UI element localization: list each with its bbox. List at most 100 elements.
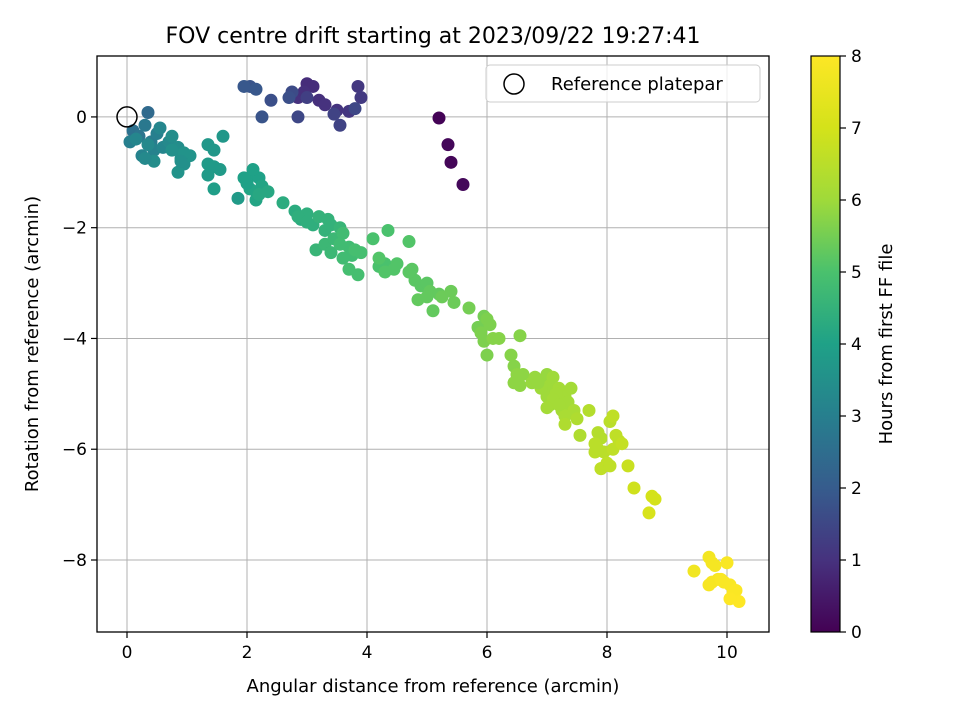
scatter-point: [462, 301, 476, 315]
scatter-point: [447, 295, 461, 309]
scatter-point: [570, 412, 584, 426]
scatter-point: [252, 187, 266, 201]
x-axis-ticks: 0 2 4 6 8 10: [122, 632, 738, 663]
scatter-point: [552, 398, 566, 412]
chart-title: FOV centre drift starting at 2023/09/22 …: [166, 24, 701, 49]
scatter-point: [513, 329, 527, 343]
y-tick-label: 0: [76, 108, 87, 128]
scatter-point: [165, 143, 179, 157]
reference-platepar-marker: [116, 106, 138, 128]
scatter-point: [141, 105, 155, 119]
scatter-point: [372, 251, 386, 265]
scatter-point: [207, 143, 221, 157]
colorbar: [811, 56, 840, 632]
x-tick-label: 4: [362, 643, 373, 663]
scatter-point: [249, 82, 263, 96]
colorbar-tick-label: 1: [851, 551, 862, 571]
colorbar-tick-label: 7: [851, 119, 862, 139]
colorbar-tick-label: 0: [851, 623, 862, 643]
scatter-point: [381, 223, 395, 237]
legend-entry: Reference platepar: [551, 74, 723, 95]
colorbar-label: Hours from first FF file: [876, 244, 897, 445]
scatter-point: [201, 168, 215, 182]
colorbar-tick-label: 6: [851, 191, 862, 211]
x-tick-label: 0: [122, 643, 133, 663]
scatter-point: [531, 376, 545, 390]
scatter-point: [558, 417, 572, 431]
scatter-point: [366, 232, 380, 246]
scatter-point: [492, 331, 506, 345]
scatter-point: [648, 492, 662, 506]
scatter-point: [378, 265, 392, 279]
scatter-point: [582, 403, 596, 417]
scatter-point: [138, 118, 152, 132]
scatter-point: [231, 191, 245, 205]
scatter-point: [213, 163, 227, 177]
scatter-point: [216, 129, 230, 143]
reference-marker-group: [116, 106, 138, 128]
scatter-point: [603, 459, 617, 473]
scatter-point: [246, 163, 260, 177]
scatter-point: [291, 110, 305, 124]
legend-box: [485, 64, 761, 103]
scatter-point: [432, 111, 446, 125]
x-tick-label: 8: [602, 643, 613, 663]
scatter-point: [333, 237, 347, 251]
scatter-point: [456, 177, 470, 191]
scatter-point: [354, 246, 368, 260]
scatter-point: [564, 381, 578, 395]
y-axis-ticks: 0 −2 −4 −6 −8: [62, 108, 97, 571]
scatter-point: [573, 428, 587, 442]
x-tick-label: 2: [242, 643, 253, 663]
data-points: [123, 77, 746, 609]
scatter-point: [333, 118, 347, 132]
scatter-point: [627, 481, 641, 495]
scatter-point: [402, 265, 416, 279]
scatter-point: [420, 290, 434, 304]
legend-marker-icon: [503, 73, 525, 95]
scatter-point: [591, 442, 605, 456]
scatter-point: [207, 182, 221, 196]
scatter-point: [480, 348, 494, 362]
scatter-point: [300, 91, 314, 105]
scatter-point: [483, 318, 497, 332]
scatter-point: [318, 98, 332, 112]
scatter-point: [153, 121, 167, 135]
scatter-point: [324, 246, 338, 260]
y-tick-label: −8: [62, 551, 87, 571]
scatter-point: [606, 409, 620, 423]
scatter-point: [444, 155, 458, 169]
scatter-point: [351, 79, 365, 93]
scatter-point: [237, 171, 251, 185]
x-axis-label: Angular distance from reference (arcmin): [247, 676, 620, 697]
x-tick-label: 6: [482, 643, 493, 663]
scatter-point: [264, 93, 278, 107]
scatter-point: [621, 459, 635, 473]
colorbar-ticks: 0 1 2 3 4 5 6 7 8: [840, 47, 862, 643]
colorbar-tick-label: 2: [851, 479, 862, 499]
colorbar-tick-label: 3: [851, 407, 862, 427]
scatter-point: [138, 151, 152, 165]
y-tick-label: −2: [62, 219, 87, 239]
scatter-point: [546, 370, 560, 384]
scatter-point: [165, 129, 179, 143]
scatter-point: [615, 437, 629, 451]
scatter-point: [129, 132, 143, 146]
y-tick-label: −6: [62, 440, 87, 460]
colorbar-tick-label: 5: [851, 263, 862, 283]
colorbar-tick-label: 4: [851, 335, 862, 355]
scatter-point: [237, 79, 251, 93]
scatter-point: [174, 154, 188, 168]
scatter-point: [282, 91, 296, 105]
scatter-point: [540, 401, 554, 415]
scatter-point: [348, 102, 362, 116]
scatter-point: [702, 578, 716, 592]
scatter-point: [336, 251, 350, 265]
scatter-point: [276, 196, 290, 210]
scatter-point: [720, 556, 734, 570]
scatter-point: [444, 284, 458, 298]
scatter-point: [402, 235, 416, 249]
scatter-point: [507, 376, 521, 390]
scatter-point: [687, 564, 701, 578]
scatter-point: [354, 91, 368, 105]
